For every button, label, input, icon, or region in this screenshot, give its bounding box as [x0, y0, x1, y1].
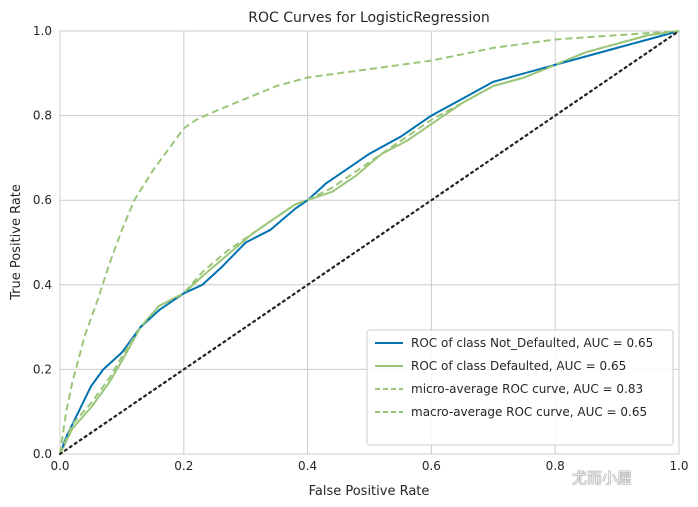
y-tick-labels: 0.0 0.2 0.4 0.6 0.8 1.0	[33, 24, 52, 461]
x-tick-label: 0.6	[422, 459, 441, 473]
x-tick-label: 0.4	[298, 459, 317, 473]
x-tick-label: 0.2	[174, 459, 193, 473]
series-line-2	[59, 30, 680, 455]
x-tick-label: 0.0	[50, 459, 69, 473]
series-layer	[58, 29, 681, 456]
legend-box	[366, 329, 674, 446]
series-line-0	[59, 30, 680, 455]
x-tick-labels: 0.0 0.2 0.4 0.6 0.8 1.0	[50, 459, 688, 473]
x-axis-label: False Positive Rate	[309, 484, 430, 499]
x-tick-label: 1.0	[669, 459, 688, 473]
legend-label-2: micro-average ROC curve, AUC = 0.83	[411, 382, 643, 396]
legend-label-0: ROC of class Not_Defaulted, AUC = 0.65	[411, 336, 653, 350]
y-axis-label: True Positive Rate	[9, 184, 24, 301]
legend-label-3: macro-average ROC curve, AUC = 0.65	[411, 405, 647, 419]
watermark: 尤而小屋	[572, 469, 633, 487]
y-tick-label: 0.2	[33, 362, 52, 376]
series-line-3	[59, 30, 680, 455]
reference-diagonal-line	[58, 29, 681, 456]
chart-title: ROC Curves for LogisticRegression	[248, 10, 490, 26]
y-tick-label: 0.4	[33, 278, 52, 292]
y-tick-label: 0.0	[33, 447, 52, 461]
y-tick-label: 0.6	[33, 193, 52, 207]
x-tick-label: 0.8	[546, 459, 565, 473]
legend: ROC of class Not_Defaulted, AUC = 0.65 RO…	[366, 329, 674, 446]
y-tick-label: 0.8	[33, 109, 52, 123]
y-tick-label: 1.0	[33, 24, 52, 38]
legend-label-1: ROC of class Defaulted, AUC = 0.65	[411, 359, 626, 373]
